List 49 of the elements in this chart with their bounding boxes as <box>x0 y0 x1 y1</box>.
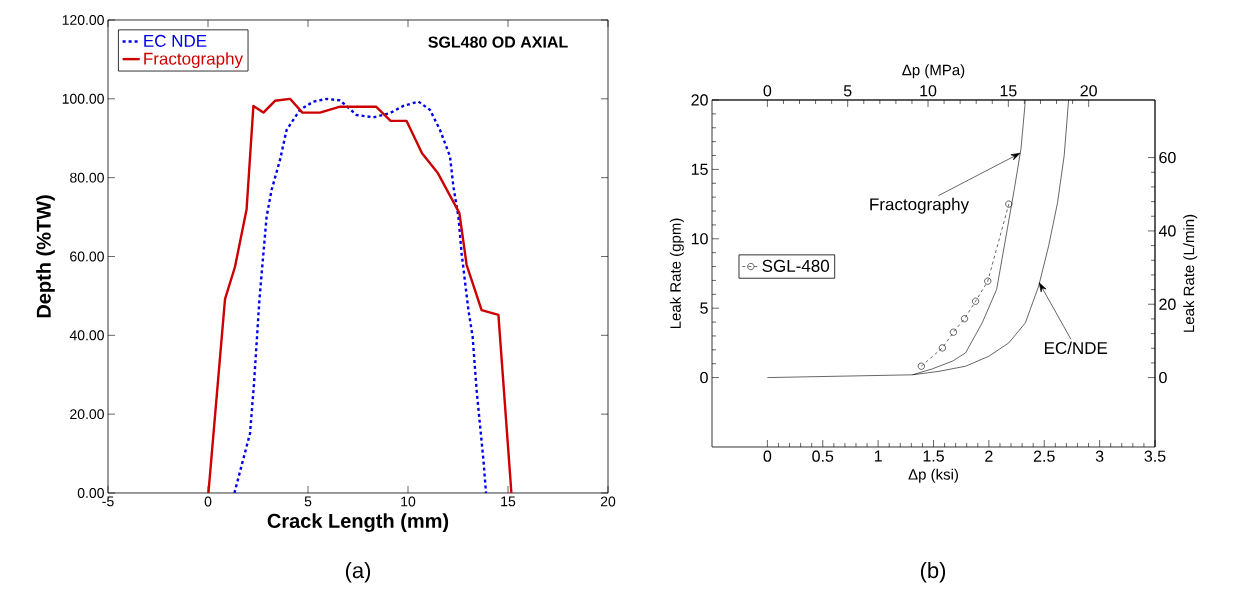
x-tick-label: 0.5 <box>812 450 834 462</box>
y-tick-label: 15 <box>691 163 708 175</box>
y-tick-label: 100.00 <box>62 93 104 104</box>
text: (a) <box>345 562 371 583</box>
y-tick-label: 40.00 <box>69 330 104 341</box>
x-tick-label: 3 <box>1095 450 1104 462</box>
x2-tick-label: 15 <box>1000 85 1017 97</box>
y-tick-label: 0 <box>700 371 708 384</box>
legend-label: EC NDE <box>144 34 207 47</box>
y-tick-label: 0.00 <box>77 488 104 498</box>
y-tick-label: 60.00 <box>70 251 104 262</box>
y-tick-label: 10 <box>691 233 708 245</box>
x-tick-label: 15 <box>501 496 516 507</box>
x-tick-label: 2.5 <box>1033 450 1055 462</box>
y-tick-label: 120.00 <box>62 15 104 25</box>
x-tick-label: 20 <box>600 496 616 507</box>
x-axis-title: Crack Length (mm) <box>267 513 449 533</box>
x2-axis-title: Δp (MPa) <box>902 64 965 79</box>
x-tick-label: 10 <box>401 496 416 507</box>
y2-tick-label: 60 <box>1159 151 1176 164</box>
y-tick-label: 80.00 <box>70 172 104 183</box>
y2-tick-label: 0 <box>1159 371 1167 384</box>
legend-label: SGL-480 <box>762 259 830 272</box>
y2-tick-label: 40 <box>1158 225 1176 237</box>
x-tick-label: 3.5 <box>1144 450 1166 462</box>
x2-tick-label: 10 <box>920 85 937 97</box>
text: SGL480 OD AXIAL <box>428 36 568 48</box>
annotation: Fractography <box>870 197 970 214</box>
y2-axis-title: Leak Rate (L/min) <box>1183 214 1198 332</box>
y-axis-title: Depth (%TW) <box>36 195 55 318</box>
x-axis-title: Δp (ksi) <box>908 468 958 483</box>
x-tick-label: 5 <box>304 496 312 507</box>
text: (b) <box>920 562 946 583</box>
x2-tick-label: 0 <box>763 85 772 97</box>
legend-label: Fractography <box>144 52 243 69</box>
x-tick-label: 2 <box>985 450 993 462</box>
y-tick-label: 20 <box>691 94 708 106</box>
x-tick-label: -5 <box>102 496 114 507</box>
x2-tick-label: 20 <box>1080 85 1097 97</box>
annotation: EC/NDE <box>1045 341 1108 355</box>
x-tick-label: 1.5 <box>923 450 944 462</box>
y-tick-label: 5 <box>700 302 708 314</box>
x-tick-label: 0 <box>763 450 772 462</box>
y-axis-title: Leak Rate (gpm) <box>669 218 684 329</box>
x-tick-label: 1 <box>874 450 882 462</box>
x2-tick-label: 5 <box>843 85 852 97</box>
y2-tick-label: 20 <box>1159 298 1176 310</box>
x-tick-label: 0 <box>204 496 212 507</box>
y-tick-label: 20.00 <box>70 409 104 420</box>
